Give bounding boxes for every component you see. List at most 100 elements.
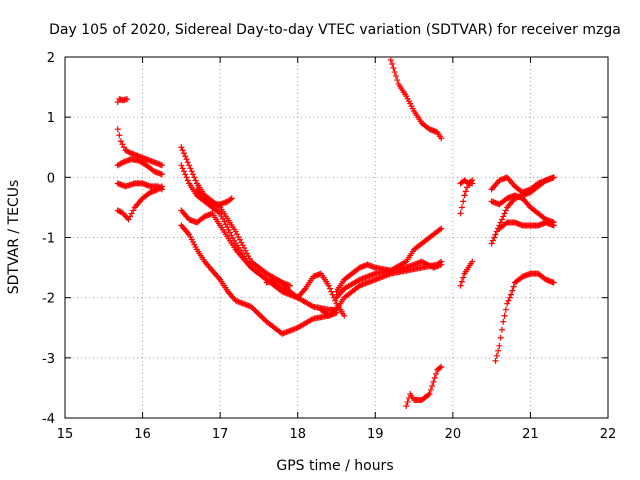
data-point — [460, 198, 467, 205]
series-s5 — [114, 183, 165, 223]
data-point — [430, 378, 437, 385]
data-point — [425, 391, 432, 398]
data-point — [227, 196, 234, 203]
data-point — [461, 192, 468, 199]
data-point — [228, 195, 235, 202]
y-tick-label: 2 — [47, 51, 55, 66]
data-point — [117, 138, 124, 145]
x-tick-label: 17 — [212, 427, 229, 442]
data-point — [438, 363, 445, 370]
data-point — [508, 291, 515, 298]
data-point — [489, 237, 496, 244]
x-tick-label: 15 — [57, 427, 74, 442]
data-point — [505, 297, 512, 304]
data-point — [189, 171, 196, 178]
data-points — [114, 57, 557, 409]
data-point — [192, 177, 199, 184]
data-point — [426, 390, 433, 397]
data-point — [325, 282, 332, 289]
x-tick-label: 18 — [289, 427, 306, 442]
grid-lines — [65, 57, 608, 418]
data-point — [403, 402, 410, 409]
data-point — [464, 184, 471, 191]
series-s14 — [333, 258, 445, 301]
data-point — [457, 282, 464, 289]
data-point — [500, 213, 507, 220]
data-point — [157, 184, 164, 191]
data-point — [215, 209, 222, 216]
data-point — [128, 210, 135, 217]
data-point — [495, 347, 502, 354]
x-tick-label: 20 — [445, 427, 462, 442]
series-s22 — [488, 192, 557, 226]
data-point — [500, 318, 507, 325]
data-point — [329, 291, 336, 298]
data-point — [469, 180, 476, 187]
chart-title: Day 105 of 2020, Sidereal Day-to-day VTE… — [49, 22, 621, 38]
series-s2 — [114, 126, 165, 169]
data-point — [550, 279, 557, 286]
data-point — [191, 174, 198, 181]
data-point — [498, 326, 505, 333]
data-point — [116, 132, 123, 139]
data-point — [458, 278, 465, 285]
data-point — [188, 168, 195, 175]
data-point — [182, 153, 189, 160]
data-point — [118, 160, 125, 167]
y-tick-label: -1 — [42, 232, 55, 247]
data-point — [387, 57, 394, 64]
data-point — [341, 312, 348, 319]
data-point — [180, 150, 187, 157]
data-point — [433, 370, 440, 377]
data-point — [125, 216, 132, 223]
y-tick-label: 1 — [47, 111, 55, 126]
data-point — [457, 210, 464, 217]
series-s17 — [457, 258, 476, 289]
data-point — [179, 147, 186, 154]
x-tick-label: 21 — [522, 427, 539, 442]
data-point — [431, 374, 438, 381]
data-point — [429, 382, 436, 389]
series-s1 — [114, 96, 131, 106]
x-tick-label: 16 — [134, 427, 151, 442]
series-s15 — [387, 57, 445, 142]
data-point — [488, 240, 495, 247]
data-point — [182, 171, 189, 178]
data-point — [458, 204, 465, 211]
series-s3 — [114, 156, 165, 178]
x-axis-label: GPS time / hours — [276, 458, 393, 474]
data-point — [506, 294, 513, 301]
series-s24 — [492, 270, 557, 364]
data-point — [493, 228, 500, 235]
data-point — [550, 222, 557, 229]
data-point — [389, 61, 396, 68]
data-point — [496, 342, 503, 349]
data-point — [327, 285, 334, 292]
y-tick-label: -3 — [42, 352, 55, 367]
data-point — [179, 165, 186, 172]
x-tick-label: 22 — [600, 427, 617, 442]
data-point — [127, 213, 134, 220]
data-point — [114, 99, 121, 106]
data-point — [492, 357, 499, 364]
data-point — [438, 261, 445, 268]
series-s16 — [403, 363, 445, 409]
data-point — [114, 126, 121, 133]
data-point — [184, 159, 191, 166]
data-point — [462, 188, 469, 195]
data-point — [130, 207, 137, 214]
data-point — [501, 210, 508, 217]
data-point — [392, 73, 399, 80]
data-point — [492, 231, 499, 238]
axes: 15 16 17 18 19 20 21 22 -4 -3 -2 -1 0 1 2 — [42, 51, 616, 442]
data-point — [550, 174, 557, 181]
data-point — [183, 156, 190, 163]
data-point — [390, 65, 397, 72]
data-point — [183, 174, 190, 181]
series-s8 — [193, 186, 235, 208]
data-point — [394, 77, 401, 84]
data-point — [502, 207, 509, 214]
data-point — [178, 144, 185, 151]
y-tick-label: -2 — [42, 292, 55, 307]
data-point — [504, 300, 511, 307]
